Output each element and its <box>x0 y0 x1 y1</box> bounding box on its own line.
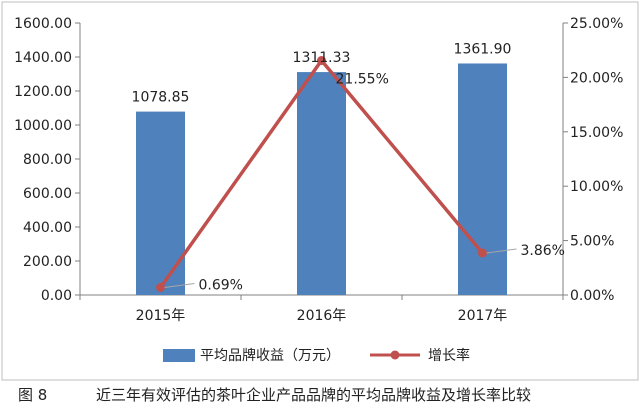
data-labels: 1078.85 1311.33 1361.90 0.69% 21.55% 3.86% <box>132 41 565 293</box>
bar-data-label: 1311.33 <box>293 50 351 66</box>
right-axis-tick-label: 5.00% <box>570 234 614 250</box>
left-axis-tick-label: 1200.00 <box>14 84 72 100</box>
right-axis-tick-label: 0.00% <box>570 288 614 304</box>
left-axis-tick-label: 1600.00 <box>14 16 72 32</box>
x-axis-category-label: 2016年 <box>297 308 347 324</box>
left-axis-tick-label: 800.00 <box>23 152 72 168</box>
legend: 平均品牌收益（万元） 增长率 <box>163 347 470 364</box>
figure-caption: 图 8 近三年有效评估的茶叶企业产品品牌的平均品牌收益及增长率比较 <box>18 386 531 404</box>
line-point <box>156 282 165 292</box>
line-data-label: 3.86% <box>521 243 565 259</box>
bar <box>458 63 507 295</box>
bar <box>297 72 346 295</box>
left-axis-tick-label: 1000.00 <box>14 118 72 134</box>
left-axis-tick-label: 600.00 <box>23 186 72 202</box>
right-axis-tick-label: 25.00% <box>570 16 623 32</box>
line-data-label: 21.55% <box>336 72 389 88</box>
line-series <box>156 56 487 292</box>
bar <box>136 111 185 296</box>
left-axis-tick-label: 1400.00 <box>14 50 72 66</box>
x-axis-category-label: 2017年 <box>458 308 508 324</box>
left-axis-tick-label: 0.00 <box>41 288 72 304</box>
left-axis: 0.00 200.00 400.00 600.00 800.00 1000.00 1200.… <box>14 16 81 304</box>
right-axis-tick-label: 10.00% <box>570 179 623 195</box>
legend-line-label: 增长率 <box>428 347 470 364</box>
right-axis-tick-label: 15.00% <box>570 125 623 141</box>
legend-line-marker <box>390 350 400 360</box>
data-label-leader-line <box>486 248 517 254</box>
caption-text: 近三年有效评估的茶叶企业产品品牌的平均品牌收益及增长率比较 <box>96 386 531 404</box>
right-axis: 0.00% 5.00% 10.00% 15.00% 20.00% 25.00% <box>562 16 623 304</box>
legend-bar-label: 平均品牌收益（万元） <box>200 347 340 364</box>
bar-data-label: 1361.90 <box>454 41 512 57</box>
line-point <box>478 248 487 258</box>
left-axis-tick-label: 400.00 <box>23 220 72 236</box>
x-axis-category-label: 2015年 <box>136 308 186 324</box>
line-point <box>317 56 326 66</box>
right-axis-tick-label: 20.00% <box>570 70 623 86</box>
line-data-label: 0.69% <box>199 277 243 293</box>
legend-bar-swatch <box>163 349 195 362</box>
left-axis-tick-label: 200.00 <box>23 254 72 270</box>
data-label-leader-line <box>164 282 195 288</box>
bar-data-label: 1078.85 <box>132 90 190 106</box>
bar-series <box>136 63 507 296</box>
caption-figure-number: 图 8 <box>18 386 47 404</box>
